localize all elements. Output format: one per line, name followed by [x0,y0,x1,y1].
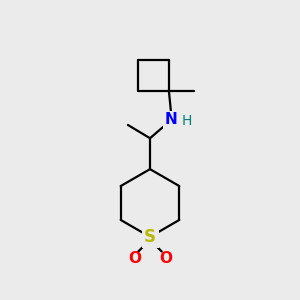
Text: H: H [181,114,192,128]
Text: O: O [128,250,141,266]
Text: S: S [144,228,156,246]
Text: N: N [165,112,178,128]
Text: O: O [159,250,172,266]
